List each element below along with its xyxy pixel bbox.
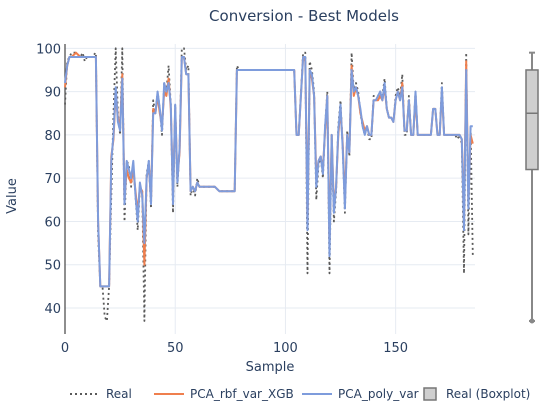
chart-title: Conversion - Best Models bbox=[209, 7, 399, 25]
legend-label: Real bbox=[106, 387, 132, 401]
y-tick-label: 90 bbox=[44, 86, 61, 101]
x-axis-label: Sample bbox=[246, 360, 295, 375]
y-tick-label: 60 bbox=[44, 215, 61, 230]
x-tick-label: 100 bbox=[273, 341, 298, 356]
y-tick-label: 40 bbox=[44, 302, 61, 317]
legend-item-pca-poly-var[interactable]: PCA_poly_var bbox=[302, 387, 419, 401]
x-tick-label: 0 bbox=[61, 341, 69, 356]
x-tick-label: 150 bbox=[383, 341, 408, 356]
legend-item-real-boxplot-[interactable]: Real (Boxplot) bbox=[423, 387, 530, 401]
x-tick-label: 50 bbox=[167, 341, 184, 356]
y-tick-label: 80 bbox=[44, 129, 61, 144]
y-axis-label: Value bbox=[5, 178, 20, 214]
y-tick-label: 50 bbox=[44, 259, 61, 274]
y-tick-label: 100 bbox=[36, 42, 61, 57]
x-axis-ticks: 0 50 100 150 bbox=[61, 341, 408, 356]
boxplot-box bbox=[525, 69, 539, 171]
legend-item-pca-rbf-var-xgb[interactable]: PCA_rbf_var_XGB bbox=[154, 387, 294, 401]
series-line-pca-poly-var bbox=[64, 56, 473, 288]
y-axis-ticks: 40 50 60 70 80 90 100 bbox=[36, 42, 61, 317]
y-tick-label: 70 bbox=[44, 172, 61, 187]
legend-label: PCA_poly_var bbox=[338, 387, 419, 401]
legend[interactable]: Real PCA_rbf_var_XGB PCA_poly_var Real (Box… bbox=[70, 387, 530, 401]
boxplot bbox=[525, 51, 539, 324]
legend-label: PCA_rbf_var_XGB bbox=[190, 387, 294, 401]
legend-label: Real (Boxplot) bbox=[446, 387, 530, 401]
legend-box-swatch bbox=[423, 387, 437, 401]
plot-area bbox=[64, 47, 474, 322]
grid-lines bbox=[64, 44, 475, 334]
boxplot-outlier bbox=[529, 318, 535, 324]
legend-item-real[interactable]: Real bbox=[70, 387, 132, 401]
